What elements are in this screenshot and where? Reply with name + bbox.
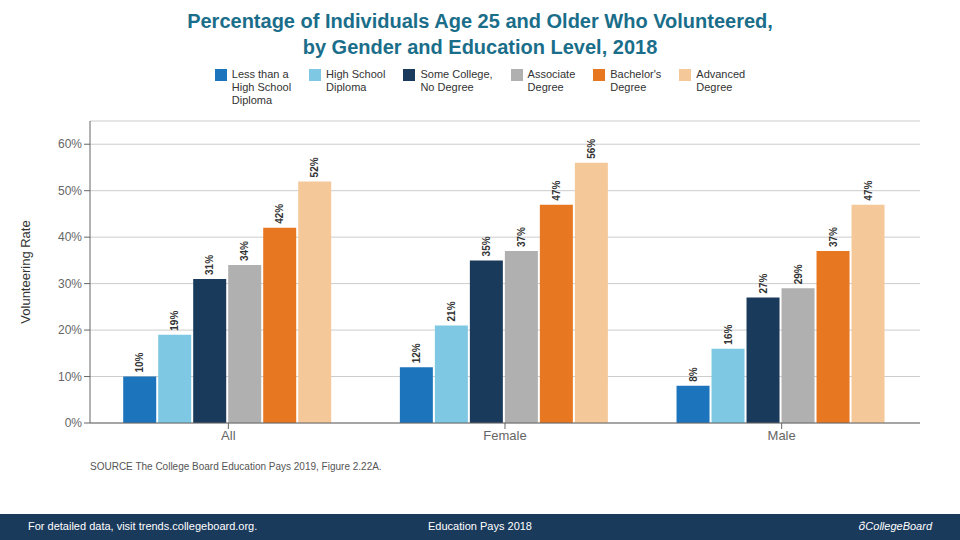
svg-text:40%: 40%	[58, 230, 82, 244]
html-text:High School Diploma: High School Diploma	[326, 68, 386, 93]
svg-text:0%: 0%	[65, 416, 83, 430]
svg-text:21%: 21%	[446, 301, 457, 321]
svg-text:37%: 37%	[828, 227, 839, 247]
svg-text:10%: 10%	[58, 370, 82, 384]
svg-text:37%: 37%	[516, 227, 527, 247]
html-text:Bachelor's Degree: Bachelor's Degree	[610, 68, 662, 93]
svg-text:20%: 20%	[58, 323, 82, 337]
svg-text:8%: 8%	[688, 367, 699, 382]
html-text:Percentage of Individuals Age: Percentage of Individuals Age 25 and Old…	[187, 10, 773, 32]
html-text:SOURCE The College Board Educa: SOURCE The College Board Education Pays …	[90, 461, 382, 472]
svg-text:52%: 52%	[309, 157, 320, 177]
svg-text:Volunteering Rate: Volunteering Rate	[18, 220, 33, 323]
html-text:ô⃗CollegeBoard: ô⃗CollegeBoard	[858, 520, 932, 532]
html-text:Advanced Degree: Advanced Degree	[696, 68, 746, 93]
html-text:Some College, No Degree: Some College, No Degree	[420, 68, 493, 93]
svg-text:Female: Female	[483, 428, 526, 443]
svg-text:All: All	[221, 428, 236, 443]
svg-text:19%: 19%	[169, 311, 180, 331]
svg-text:29%: 29%	[793, 264, 804, 284]
svg-text:Male: Male	[768, 428, 796, 443]
html-text:Less than a High School Diplom: Less than a High School Diploma	[231, 68, 292, 106]
svg-text:42%: 42%	[274, 204, 285, 224]
svg-text:16%: 16%	[723, 325, 734, 345]
svg-text:31%: 31%	[204, 255, 215, 275]
svg-text:50%: 50%	[58, 184, 82, 198]
html-text:Associate Degree: Associate Degree	[527, 68, 576, 93]
html-text:by Gender and Education Level,: by Gender and Education Level, 2018	[302, 36, 658, 58]
svg-text:35%: 35%	[481, 236, 492, 256]
html-text:For detailed data, visit trend: For detailed data, visit trends.collegeb…	[28, 520, 258, 532]
svg-text:56%: 56%	[586, 139, 597, 159]
html-text:Education Pays 2018: Education Pays 2018	[428, 520, 532, 532]
svg-text:27%: 27%	[758, 273, 769, 293]
svg-text:12%: 12%	[411, 343, 422, 363]
svg-text:47%: 47%	[551, 181, 562, 201]
svg-text:30%: 30%	[58, 277, 82, 291]
svg-text:60%: 60%	[58, 137, 82, 151]
svg-text:34%: 34%	[239, 241, 250, 261]
svg-text:47%: 47%	[863, 181, 874, 201]
svg-text:10%: 10%	[134, 352, 145, 372]
